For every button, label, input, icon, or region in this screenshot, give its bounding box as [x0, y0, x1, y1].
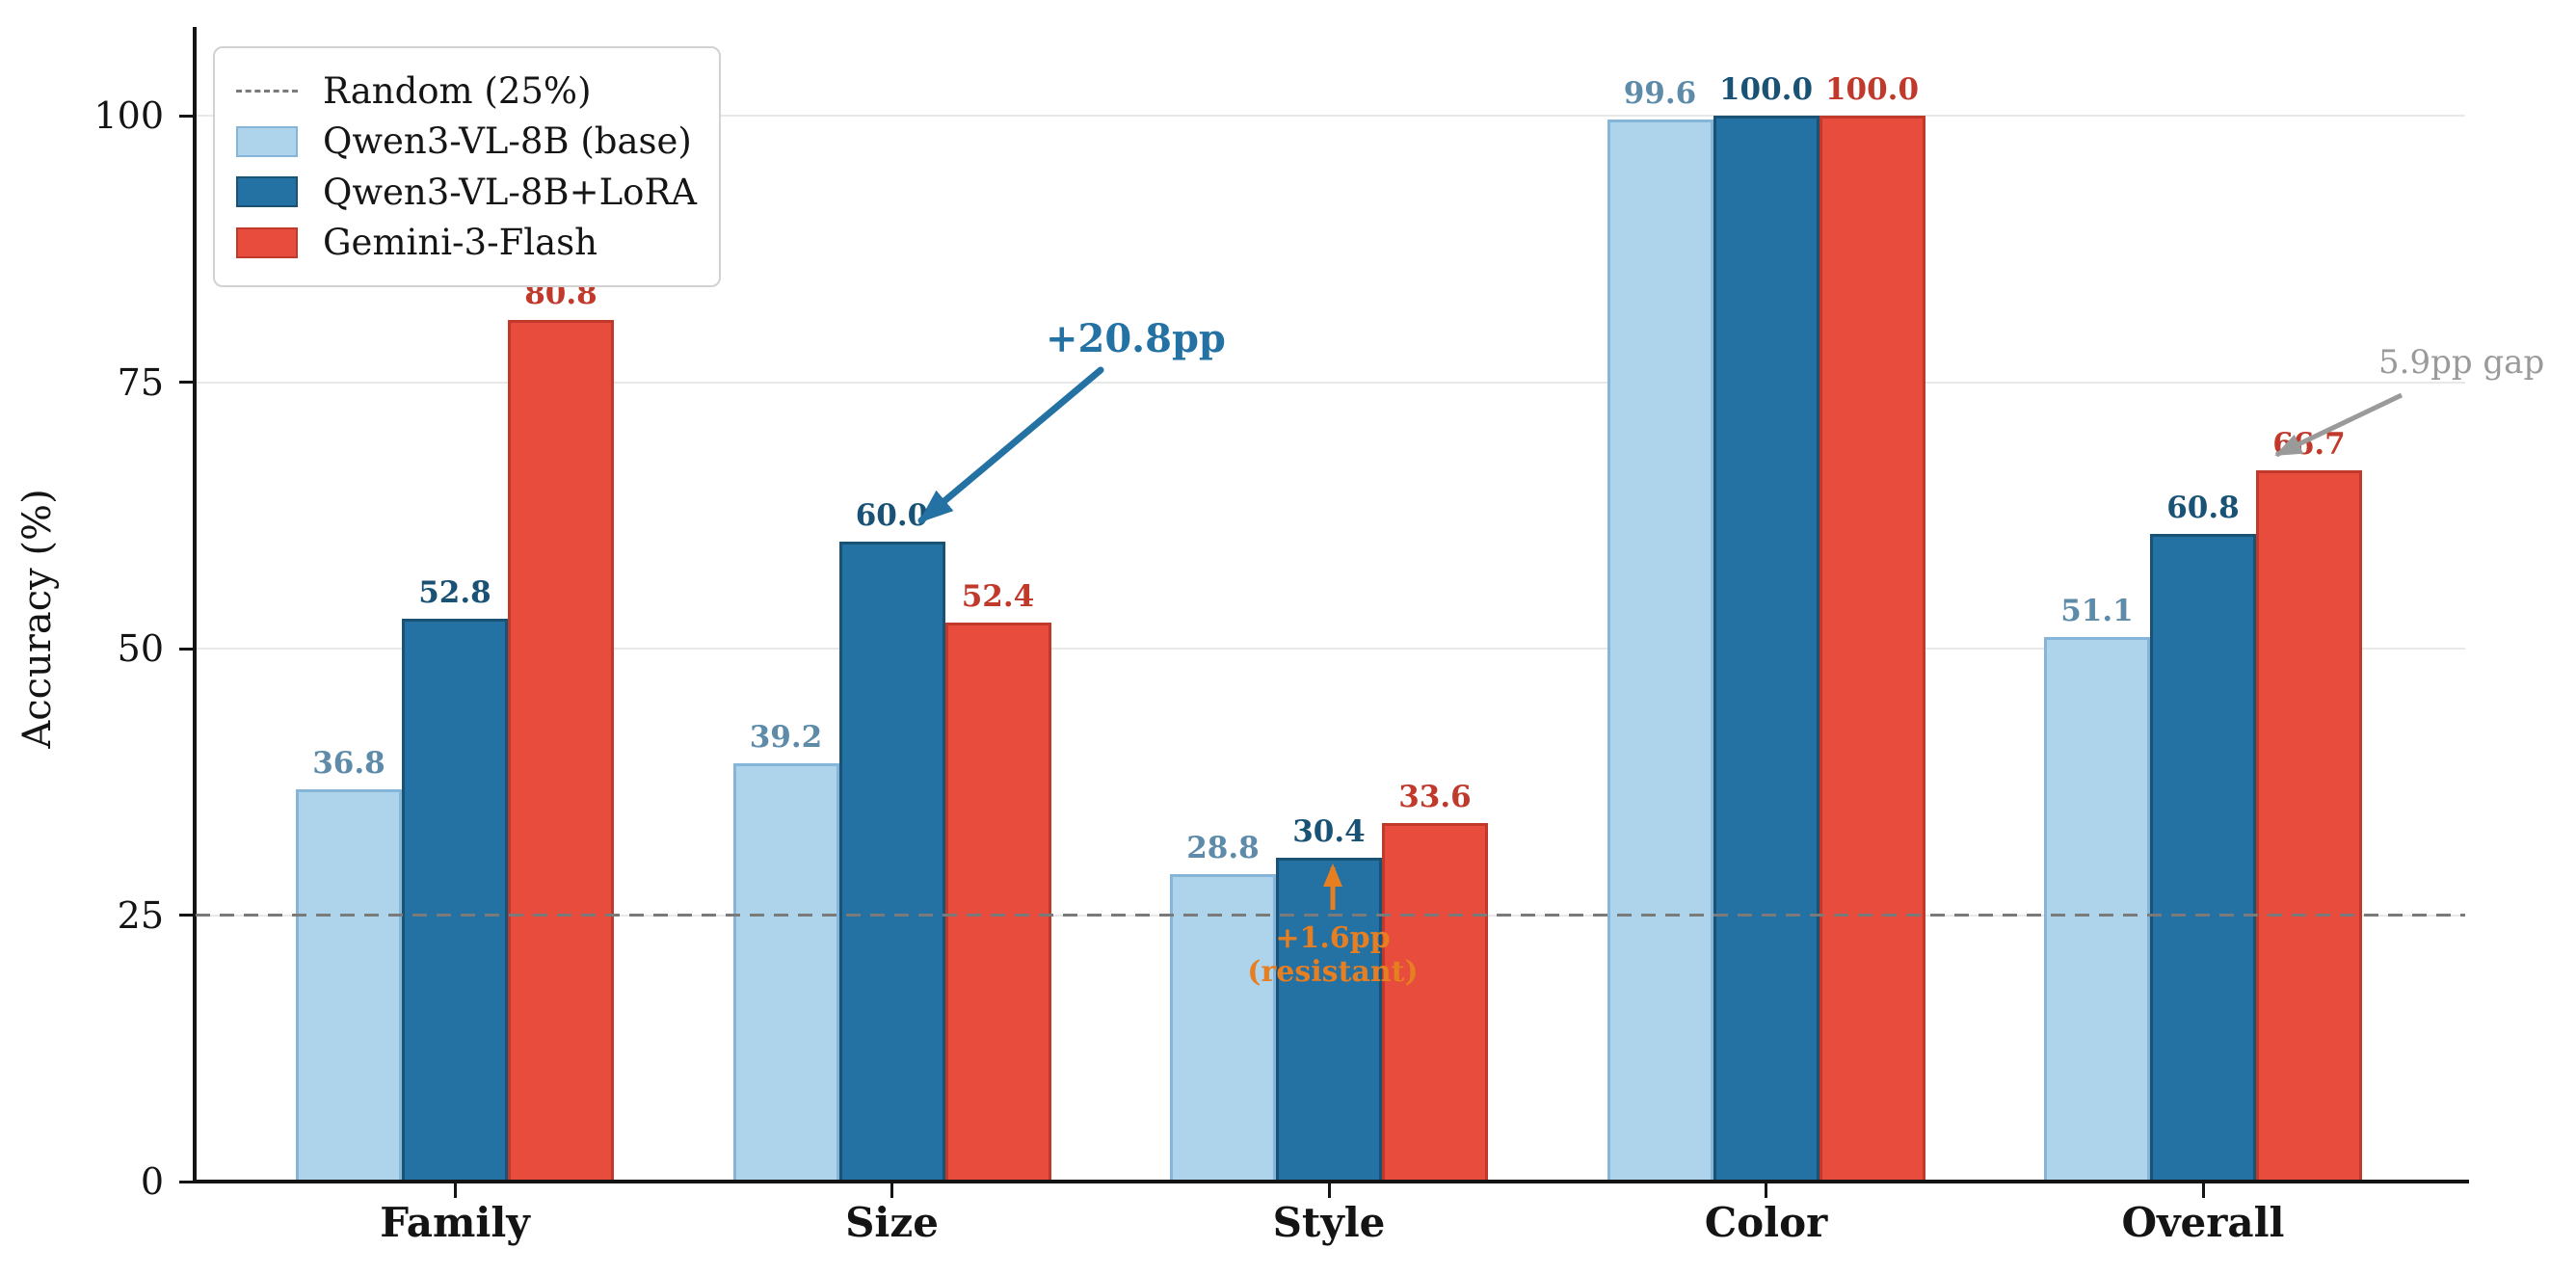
annotation-line: (resistant) [1247, 955, 1419, 990]
legend-label: Qwen3-VL-8B+LoRA [323, 171, 698, 213]
annotation-flash-gap: 5.9pp gap [2378, 343, 2545, 382]
value-label-qwen3-vl-8b-base-size: 39.2 [749, 720, 823, 756]
gridline-75 [196, 381, 2465, 384]
legend-item-base: Qwen3-VL-8B (base) [236, 117, 698, 167]
bar-qwen3-vl-8b-lora-style [1276, 857, 1382, 1182]
bar-qwen3-vl-8b-base-family [296, 788, 402, 1182]
y-tick-25 [179, 914, 196, 917]
x-tick-color [1765, 1183, 1767, 1198]
y-tick-50 [179, 647, 196, 651]
legend-item-lora: Qwen3-VL-8B+LoRA [236, 167, 698, 217]
value-label-qwen3-vl-8b-base-style: 28.8 [1186, 831, 1260, 866]
bar-gemini-3-flash-style [1382, 823, 1488, 1182]
x-tick-overall [2201, 1183, 2205, 1198]
bar-gemini-3-flash-family [508, 320, 614, 1182]
gridline-50 [196, 648, 2465, 650]
annotation-lora-gain: +20.8pp [1046, 316, 1226, 361]
x-tick-label-overall: Overall [2121, 1199, 2285, 1246]
value-label-gemini-3-flash-size: 52.4 [961, 579, 1035, 615]
y-tick-75 [179, 381, 196, 384]
value-label-qwen3-vl-8b-lora-family: 52.8 [418, 575, 491, 611]
value-label-qwen3-vl-8b-lora-overall: 60.8 [2166, 490, 2240, 525]
series-color-swatch [236, 125, 298, 157]
value-label-qwen3-vl-8b-base-overall: 51.1 [2060, 593, 2134, 628]
value-label-qwen3-vl-8b-lora-style: 30.4 [1292, 813, 1366, 849]
legend-label: Gemini-3-Flash [323, 222, 598, 264]
bar-qwen3-vl-8b-lora-size [838, 542, 945, 1182]
annotation-style-resistant: +1.6pp (resistant) [1179, 921, 1487, 990]
y-axis-spine [193, 27, 197, 1183]
bar-qwen3-vl-8b-base-color [1607, 120, 1713, 1182]
y-axis-title: Accuracy (%) [15, 489, 60, 749]
value-label-gemini-3-flash-overall: 66.7 [2272, 427, 2346, 463]
bar-qwen3-vl-8b-lora-color [1713, 116, 1819, 1182]
y-tick-100 [179, 114, 196, 118]
x-tick-style [1327, 1183, 1331, 1198]
value-label-qwen3-vl-8b-lora-color: 100.0 [1718, 72, 1814, 107]
x-tick-label-style: Style [1272, 1199, 1386, 1246]
y-tick-label-100: 100 [93, 94, 164, 137]
bar-qwen3-vl-8b-lora-family [402, 619, 508, 1182]
x-tick-size [890, 1183, 893, 1198]
bar-qwen3-vl-8b-base-overall [2044, 636, 2150, 1182]
bar-qwen3-vl-8b-lora-overall [2150, 533, 2256, 1182]
x-tick-label-color: Color [1704, 1199, 1828, 1246]
y-tick-0 [179, 1180, 196, 1183]
value-label-qwen3-vl-8b-base-family: 36.8 [312, 745, 385, 781]
legend-item-random: Random (25%) [236, 66, 698, 116]
dashed-line-swatch [236, 89, 298, 93]
y-tick-label-25: 25 [117, 893, 164, 937]
legend-label: Random (25%) [323, 69, 592, 112]
bar-gemini-3-flash-overall [2256, 470, 2362, 1182]
value-label-gemini-3-flash-style: 33.6 [1398, 780, 1472, 815]
value-label-qwen3-vl-8b-lora-size: 60.0 [855, 498, 929, 534]
y-tick-label-75: 75 [117, 360, 164, 404]
y-tick-label-0: 0 [140, 1160, 164, 1203]
bar-gemini-3-flash-size [944, 623, 1051, 1182]
bar-qwen3-vl-8b-base-size [732, 763, 839, 1182]
value-label-gemini-3-flash-color: 100.0 [1824, 72, 1920, 107]
legend-label: Qwen3-VL-8B (base) [323, 120, 692, 163]
x-tick-label-size: Size [845, 1199, 939, 1246]
series-color-swatch [236, 226, 298, 258]
bar-gemini-3-flash-color [1819, 116, 1925, 1182]
bar-qwen3-vl-8b-base-style [1170, 874, 1276, 1182]
x-axis-spine [193, 1180, 2469, 1183]
lora-gain-arrow [917, 366, 1104, 524]
legend-item-gemini: Gemini-3-Flash [236, 218, 698, 268]
annotation-line: +1.6pp [1275, 921, 1391, 955]
value-label-qwen3-vl-8b-base-color: 99.6 [1623, 76, 1697, 112]
x-tick-family [453, 1183, 457, 1198]
x-tick-label-family: Family [380, 1199, 530, 1246]
gridline-100 [196, 115, 2465, 117]
series-color-swatch [236, 176, 298, 208]
legend: Random (25%) Qwen3-VL-8B (base) Qwen3-VL… [213, 46, 721, 287]
y-tick-label-50: 50 [117, 627, 164, 670]
